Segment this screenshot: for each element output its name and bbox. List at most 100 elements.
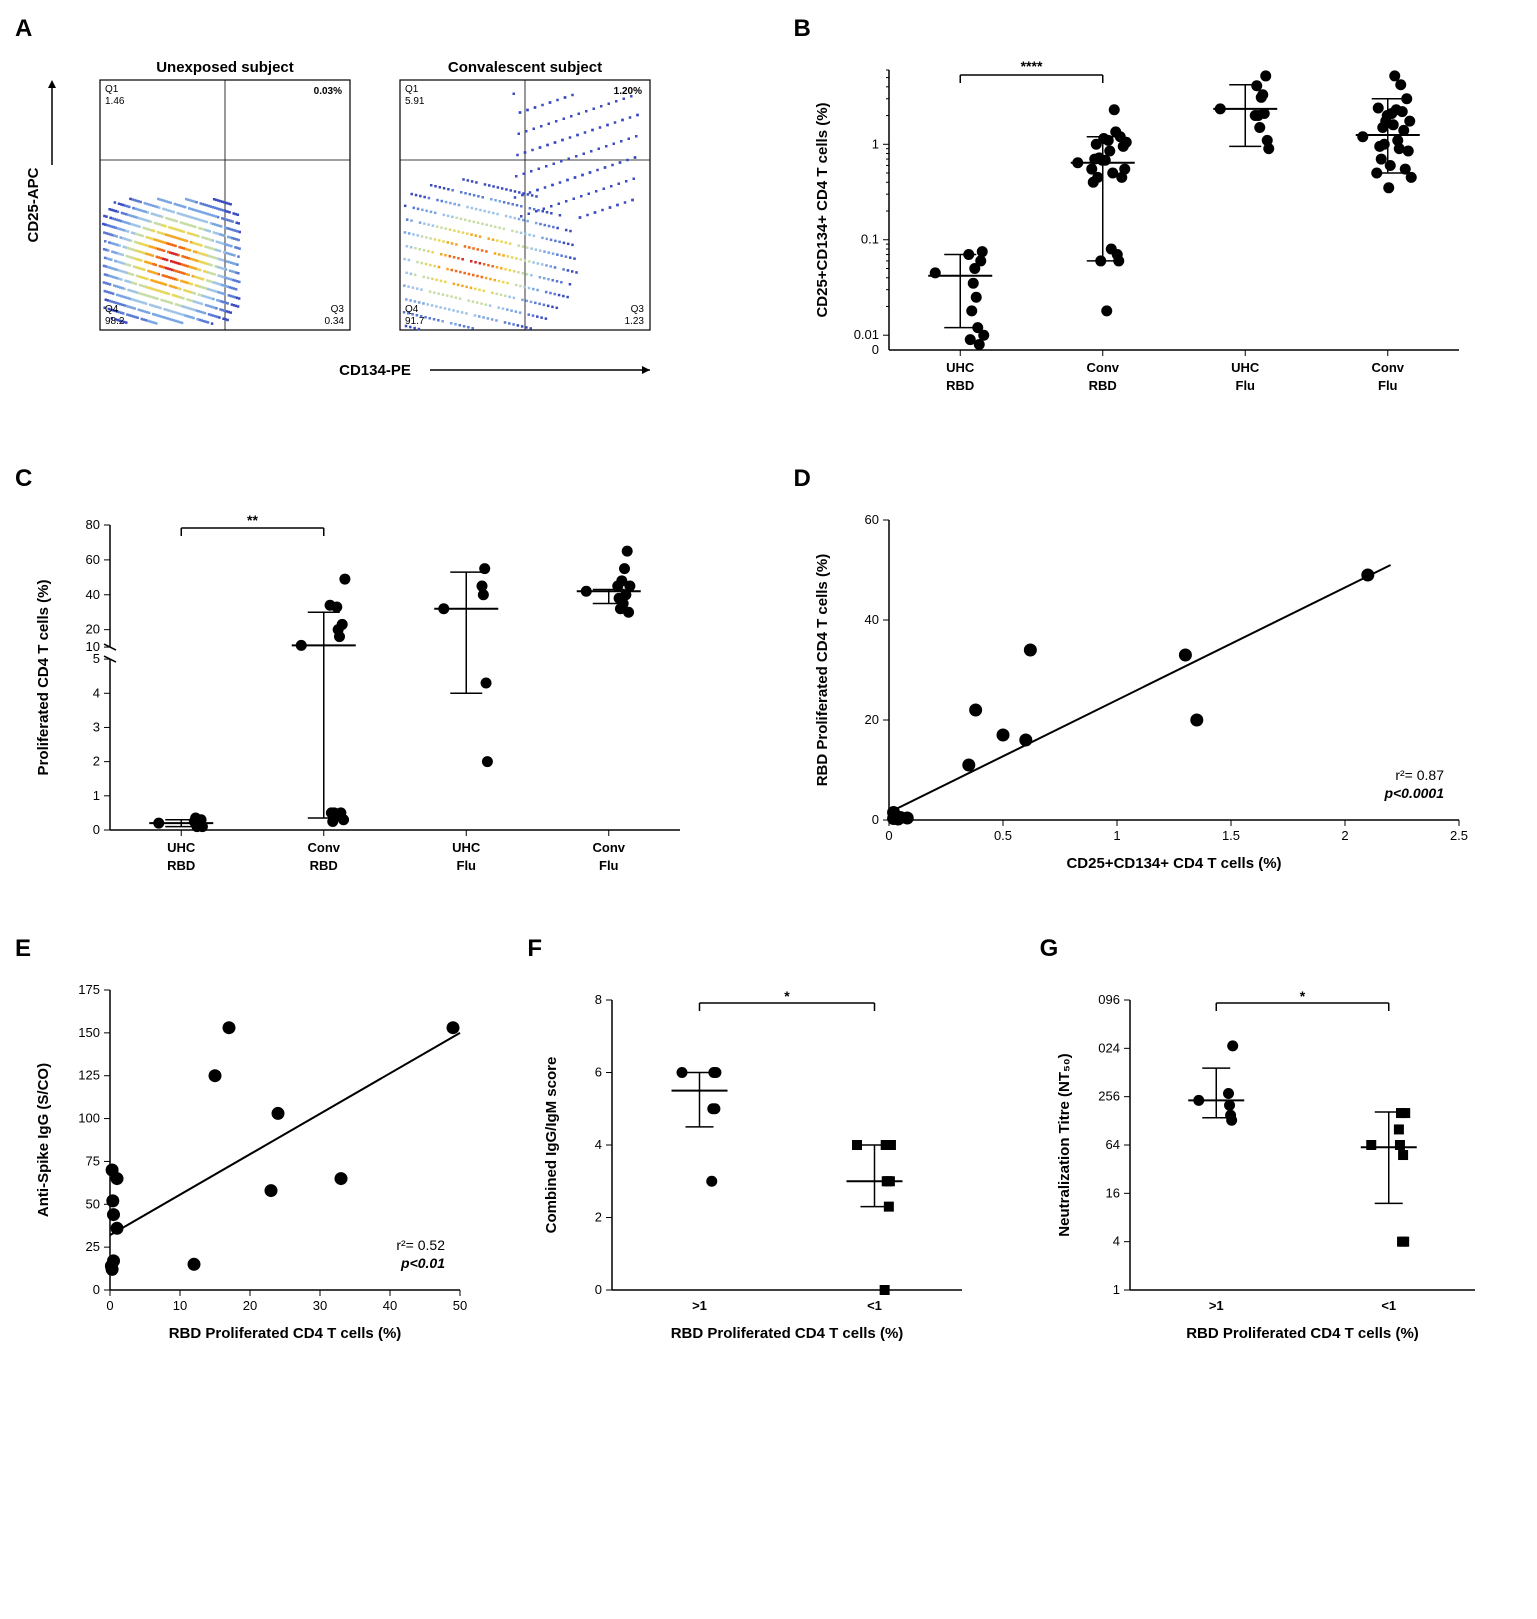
svg-text:Q3: Q3 [331, 304, 345, 315]
panel-a-label: A [15, 15, 32, 43]
svg-text:Combined IgG/IgM score: Combined IgG/IgM score [543, 1057, 560, 1234]
svg-text:Flu: Flu [1378, 378, 1398, 393]
svg-text:024: 024 [1098, 1040, 1120, 1055]
svg-text:RBD: RBD [946, 378, 974, 393]
svg-text:50: 50 [453, 1298, 467, 1313]
panel-a-plots: CD25-APC CD134-PE Unexposed subject Q11.46 0… [20, 50, 739, 400]
svg-text:4: 4 [595, 1137, 602, 1152]
svg-text:0: 0 [885, 828, 892, 843]
svg-text:Anti-Spike IgG (S/CO): Anti-Spike IgG (S/CO) [35, 1063, 52, 1217]
svg-text:Conv: Conv [593, 840, 626, 855]
svg-text:3: 3 [93, 719, 100, 734]
svg-text:0: 0 [106, 1298, 113, 1313]
svg-text:60: 60 [86, 552, 100, 567]
svg-text:1: 1 [871, 136, 878, 151]
svg-text:10: 10 [173, 1298, 187, 1313]
svg-text:16: 16 [1105, 1185, 1119, 1200]
svg-text:80: 80 [86, 517, 100, 532]
panel-a: A CD25-APCCD134-PEUnexposed subjectQ11.4… [20, 20, 739, 430]
svg-text:0.34: 0.34 [325, 316, 345, 327]
panel-g: G 141664256024096Neutralization Titre (N… [1045, 940, 1517, 1370]
svg-text:60: 60 [864, 512, 878, 527]
svg-text:Q1: Q1 [105, 84, 119, 95]
svg-text:<1: <1 [1381, 1298, 1396, 1313]
svg-text:20: 20 [864, 712, 878, 727]
svg-text:****: **** [1020, 58, 1042, 74]
svg-text:RBD: RBD [310, 858, 338, 873]
panel-row-efg: E 010203040500255075100125150175Anti-Spi… [20, 940, 1517, 1370]
panel-f-plot: 02468Combined IgG/IgM scoreRBD Prolifera… [532, 970, 1004, 1370]
svg-text:>1: >1 [1208, 1298, 1223, 1313]
svg-text:Proliferated CD4 T cells (%): Proliferated CD4 T cells (%) [35, 580, 52, 776]
svg-text:096: 096 [1098, 992, 1120, 1007]
svg-text:256: 256 [1098, 1089, 1120, 1104]
svg-text:25: 25 [86, 1239, 100, 1254]
panel-d: D 00.511.522.50204060RBD Proliferated CD… [799, 470, 1518, 900]
svg-text:50: 50 [86, 1196, 100, 1211]
svg-text:RBD: RBD [167, 858, 195, 873]
svg-text:4: 4 [1112, 1234, 1119, 1249]
svg-text:1: 1 [93, 788, 100, 803]
svg-text:Flu: Flu [1235, 378, 1255, 393]
svg-text:8: 8 [595, 992, 602, 1007]
figure-grid: A CD25-APCCD134-PEUnexposed subjectQ11.4… [20, 20, 1517, 1370]
svg-text:Flu: Flu [457, 858, 477, 873]
svg-text:40: 40 [86, 587, 100, 602]
svg-text:1.5: 1.5 [1221, 828, 1239, 843]
svg-text:*: * [1299, 988, 1305, 1004]
svg-text:40: 40 [383, 1298, 397, 1313]
svg-text:CD25-APC: CD25-APC [25, 167, 42, 242]
panel-d-plot: 00.511.522.50204060RBD Proliferated CD4 … [799, 500, 1518, 900]
panel-e: E 010203040500255075100125150175Anti-Spi… [20, 940, 492, 1370]
svg-text:125: 125 [78, 1068, 100, 1083]
svg-text:>1: >1 [692, 1298, 707, 1313]
svg-text:75: 75 [86, 1153, 100, 1168]
panel-e-label: E [15, 935, 31, 963]
svg-text:Convalescent subject: Convalescent subject [448, 59, 602, 76]
panel-c: C 0123451020406080Proliferated CD4 T cel… [20, 470, 739, 900]
svg-text:UHC: UHC [452, 840, 481, 855]
svg-text:CD25+CD134+ CD4 T cells (%): CD25+CD134+ CD4 T cells (%) [814, 102, 831, 317]
panel-g-label: G [1040, 935, 1059, 963]
svg-text:0: 0 [595, 1282, 602, 1297]
svg-text:4: 4 [93, 685, 100, 700]
svg-text:r²= 0.52: r²= 0.52 [396, 1237, 445, 1253]
panel-g-plot: 141664256024096Neutralization Titre (NT₅… [1045, 970, 1517, 1370]
svg-text:1.46: 1.46 [105, 96, 125, 107]
svg-text:Unexposed subject: Unexposed subject [156, 59, 294, 76]
svg-text:0: 0 [93, 1282, 100, 1297]
svg-text:0.5: 0.5 [993, 828, 1011, 843]
svg-text:r²= 0.87: r²= 0.87 [1395, 767, 1444, 783]
svg-text:10: 10 [86, 639, 100, 654]
svg-text:Flu: Flu [599, 858, 619, 873]
panel-b-plot: 0.010.110CD25+CD134+ CD4 T cells (%)UHCR… [799, 50, 1518, 430]
svg-text:175: 175 [78, 982, 100, 997]
svg-text:150: 150 [78, 1025, 100, 1040]
svg-text:1.20%: 1.20% [614, 86, 642, 97]
svg-text:0: 0 [93, 822, 100, 837]
panel-d-label: D [794, 465, 811, 493]
svg-text:UHC: UHC [946, 360, 975, 375]
svg-text:Q4: Q4 [105, 304, 119, 315]
panel-c-label: C [15, 465, 32, 493]
panel-c-plot: 0123451020406080Proliferated CD4 T cells… [20, 500, 739, 900]
svg-text:RBD Proliferated CD4 T cells (: RBD Proliferated CD4 T cells (%) [169, 1325, 402, 1342]
svg-text:<1: <1 [867, 1298, 882, 1313]
svg-text:20: 20 [86, 622, 100, 637]
panel-f-label: F [527, 935, 542, 963]
panel-b: B 0.010.110CD25+CD134+ CD4 T cells (%)UH… [799, 20, 1518, 430]
svg-text:100: 100 [78, 1111, 100, 1126]
svg-text:5.91: 5.91 [405, 96, 425, 107]
svg-text:0.03%: 0.03% [314, 86, 342, 97]
svg-text:2: 2 [93, 754, 100, 769]
svg-text:*: * [785, 988, 791, 1004]
svg-text:CD134-PE: CD134-PE [339, 362, 411, 379]
svg-text:6: 6 [595, 1065, 602, 1080]
svg-text:1.23: 1.23 [625, 316, 645, 327]
svg-text:Conv: Conv [308, 840, 341, 855]
svg-text:RBD: RBD [1088, 378, 1116, 393]
svg-text:0: 0 [871, 812, 878, 827]
svg-text:20: 20 [243, 1298, 257, 1313]
svg-text:Conv: Conv [1086, 360, 1119, 375]
svg-text:p<0.01: p<0.01 [400, 1255, 445, 1271]
